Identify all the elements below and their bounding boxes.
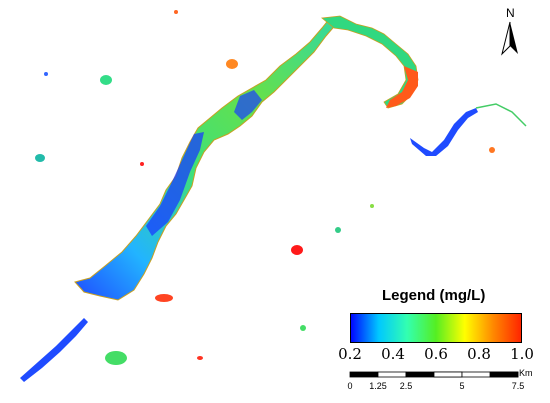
reservoir-deep-zone (146, 132, 204, 236)
legend-tick-0: 0.2 (338, 345, 362, 363)
pond-4 (105, 351, 127, 365)
pond-3 (291, 245, 303, 255)
legend-title: Legend (mg/L) (382, 287, 486, 304)
legend-tick-1: 0.4 (381, 345, 405, 363)
north-label: N (506, 6, 515, 20)
scale-unit: Km (519, 368, 533, 378)
north-arrow (501, 21, 518, 56)
pond-8 (335, 227, 341, 233)
pond-1 (100, 75, 112, 85)
scale-subsegment-3 (489, 371, 519, 378)
scattered-water-bodies (35, 10, 495, 365)
reservoir-main-channel (74, 17, 339, 301)
eastern-tributary (410, 108, 478, 156)
legend-tick-2: 0.6 (424, 345, 448, 363)
north-arrow-right-half (510, 22, 518, 54)
pond-14 (174, 10, 178, 14)
legend-bar-frame (350, 313, 522, 343)
reservoir-deep-zone-upper (234, 90, 262, 120)
scale-label-1: 1.25 (369, 381, 387, 391)
legend-tick-3: 0.8 (467, 345, 491, 363)
pond-2 (35, 154, 45, 162)
scale-label-4: 7.5 (511, 381, 525, 391)
pond-7 (300, 325, 306, 331)
scale-subsegment-2 (433, 371, 463, 378)
scale-label-0: 0 (347, 381, 353, 391)
pond-5 (155, 294, 173, 302)
scale-bar (349, 371, 519, 378)
scale-label-2: 2.5 (399, 381, 413, 391)
north-arrow-left-half (501, 21, 511, 56)
pond-13 (44, 72, 48, 76)
reservoir-body (74, 15, 419, 301)
pond-11 (370, 204, 374, 208)
legend-tick-4: 1.0 (510, 345, 534, 363)
pond-9 (489, 147, 495, 153)
scale-segment-1 (377, 371, 407, 378)
legend-gradient (350, 313, 522, 343)
scale-segment-0 (349, 371, 379, 378)
reservoir-upper-hotspot (386, 66, 418, 108)
eastern-tributary-thin (475, 103, 527, 127)
reservoir-outlet (20, 318, 88, 382)
pond-6 (226, 59, 238, 69)
scale-label-3: 5 (459, 381, 465, 391)
pond-12 (140, 162, 144, 166)
pond-10 (197, 356, 203, 360)
